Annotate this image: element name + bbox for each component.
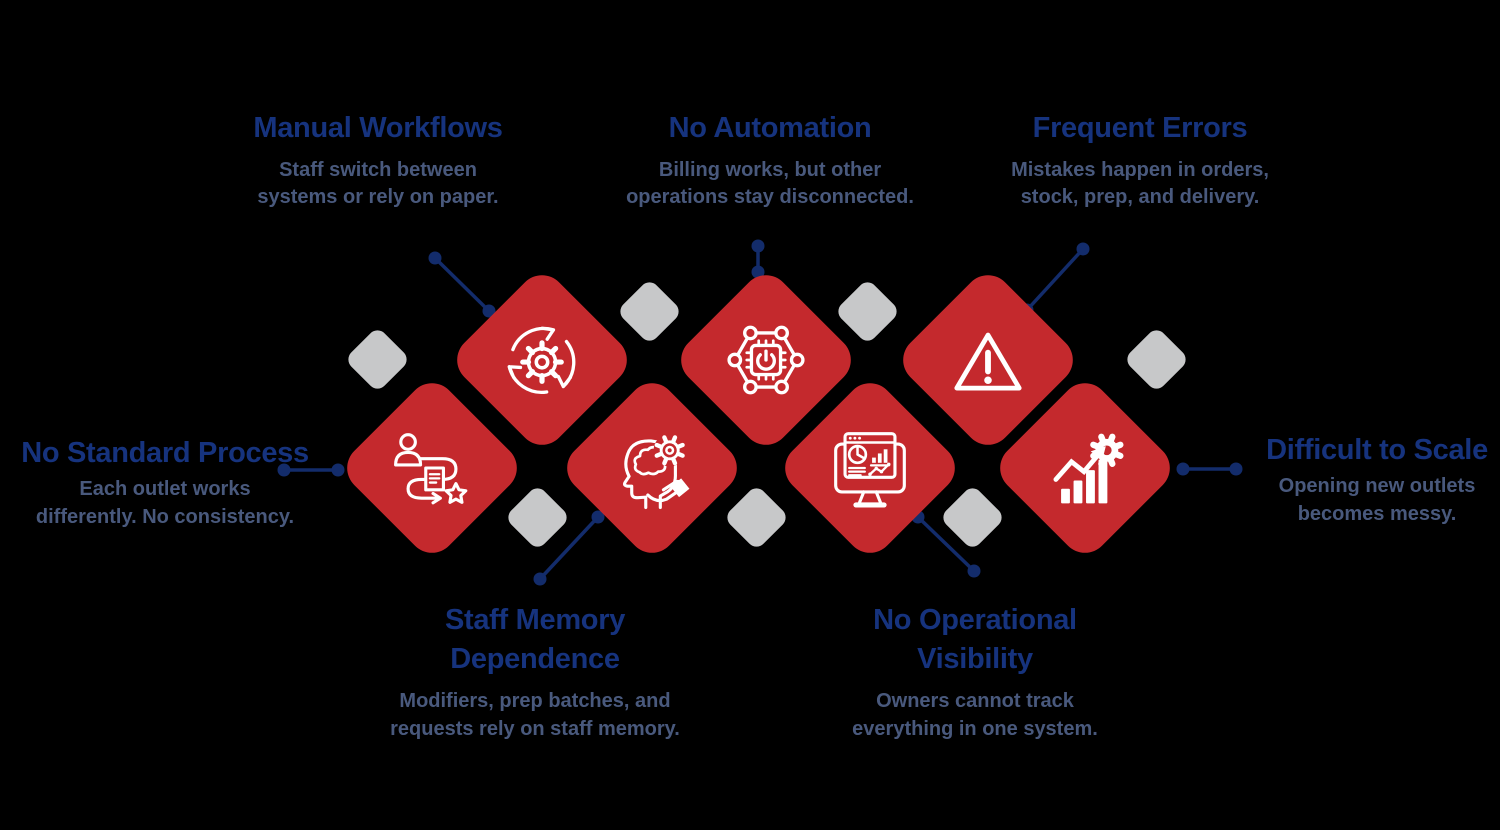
label-description: Modifiers, prep batches, and requests re…	[355, 687, 715, 743]
connector-dot	[967, 564, 981, 578]
description-line: Billing works, but other	[658, 159, 882, 181]
description-line: systems or rely on paper.	[257, 186, 499, 208]
warning-triangle-icon	[936, 308, 1040, 412]
label-description: Each outlet works differently. No consis…	[0, 476, 330, 531]
label-title: No Automation	[668, 112, 872, 144]
gray-diamond	[834, 278, 901, 345]
diamond-frequent-errors	[893, 265, 1083, 455]
connector-dot	[533, 572, 547, 586]
description-line: differently. No consistency.	[35, 505, 295, 528]
label-description: Owners cannot track everything in one sy…	[795, 687, 1155, 743]
description-line: Opening new outlets	[1278, 475, 1476, 497]
connector-dot	[331, 463, 345, 477]
label-staff-memory: Staff Memory Dependence Modifiers, prep …	[355, 601, 715, 743]
process-cycle-icon	[490, 308, 594, 412]
label-description: Opening new outlets becomes messy.	[1212, 473, 1500, 528]
connector-dot	[1076, 242, 1090, 256]
description-line: Staff switch between	[279, 159, 477, 181]
gray-diamond	[504, 484, 571, 551]
gray-diamond	[344, 326, 411, 393]
label-manual-workflows: Manual Workflows Staff switch between sy…	[178, 112, 578, 211]
diamond-no-automation	[671, 265, 861, 455]
description-line: becomes messy.	[1297, 502, 1457, 525]
connector-dot	[428, 251, 442, 265]
title-line: Visibility	[917, 643, 1033, 675]
dashboard-monitor-icon	[818, 416, 922, 520]
connector-dot	[1176, 462, 1190, 476]
description-line: Owners cannot track	[876, 690, 1074, 712]
diamond-no-visibility	[775, 373, 965, 563]
label-difficult-to-scale: Difficult to Scale Opening new outlets b…	[1212, 434, 1500, 528]
memory-head-icon	[600, 416, 704, 520]
description-line: Modifiers, prep batches, and	[399, 690, 671, 712]
growth-gear-icon	[1033, 416, 1137, 520]
label-no-standard-process: No Standard Process Each outlet works di…	[0, 437, 330, 531]
description-line: operations stay disconnected.	[626, 186, 914, 208]
connector-dot	[751, 239, 765, 253]
label-frequent-errors: Frequent Errors Mistakes happen in order…	[940, 112, 1340, 211]
diamond-staff-memory	[557, 373, 747, 563]
diamond-manual-workflows	[447, 265, 637, 455]
label-title: Staff Memory Dependence	[355, 601, 715, 679]
label-title: No Standard Process	[21, 437, 309, 469]
label-description: Billing works, but other operations stay…	[570, 157, 970, 211]
diamond-no-standard-process	[337, 373, 527, 563]
description-line: Each outlet works	[79, 478, 251, 500]
label-title: Manual Workflows	[253, 112, 503, 144]
description-line: requests rely on staff memory.	[390, 718, 680, 740]
label-description: Mistakes happen in orders, stock, prep, …	[940, 157, 1340, 211]
workflow-path-icon	[380, 416, 484, 520]
label-title: Difficult to Scale	[1266, 434, 1488, 466]
gray-diamond	[1123, 326, 1190, 393]
title-line: No Operational	[873, 604, 1077, 636]
label-no-automation: No Automation Billing works, but other o…	[570, 112, 970, 211]
label-title: No Operational Visibility	[795, 601, 1155, 679]
title-line: Dependence	[450, 643, 620, 675]
gray-diamond	[939, 484, 1006, 551]
title-line: Staff Memory	[444, 604, 626, 636]
gray-diamond	[723, 484, 790, 551]
label-description: Staff switch between systems or rely on …	[178, 157, 578, 211]
description-line: everything in one system.	[852, 718, 1098, 740]
description-line: stock, prep, and delivery.	[1020, 186, 1260, 208]
label-no-visibility: No Operational Visibility Owners cannot …	[795, 601, 1155, 743]
description-line: Mistakes happen in orders,	[1011, 159, 1269, 181]
label-title: Frequent Errors	[1032, 112, 1248, 144]
gray-diamond	[616, 278, 683, 345]
diamond-difficult-to-scale	[990, 373, 1180, 563]
automation-chip-icon	[714, 308, 818, 412]
